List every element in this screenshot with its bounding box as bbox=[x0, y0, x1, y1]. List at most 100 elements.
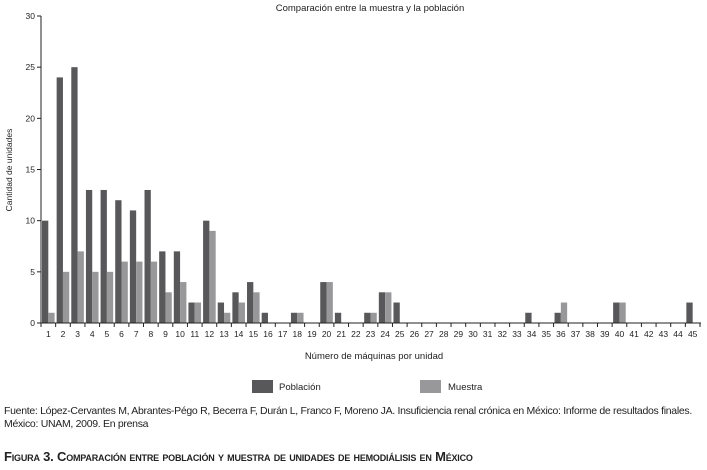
x-tick-label: 40 bbox=[615, 329, 625, 339]
x-tick-label: 6 bbox=[119, 329, 124, 339]
x-tick-label: 27 bbox=[424, 329, 434, 339]
x-tick-label: 4 bbox=[90, 329, 95, 339]
x-tick-label: 32 bbox=[498, 329, 508, 339]
x-tick-label: 18 bbox=[293, 329, 303, 339]
x-tick-label: 11 bbox=[190, 329, 199, 339]
bar-muestra bbox=[165, 292, 172, 323]
x-axis-label: Número de máquinas por unidad bbox=[305, 351, 443, 362]
y-tick-label: 10 bbox=[26, 216, 36, 226]
x-tick-label: 38 bbox=[585, 329, 595, 339]
x-tick-label: 42 bbox=[644, 329, 654, 339]
bar-poblacion bbox=[173, 251, 181, 323]
bar-poblacion bbox=[232, 292, 239, 323]
bar-poblacion bbox=[85, 189, 93, 323]
x-tick-label: 1 bbox=[46, 329, 51, 339]
x-tick-label: 41 bbox=[629, 329, 639, 339]
bar-muestra bbox=[560, 302, 568, 323]
bar-muestra bbox=[92, 271, 99, 323]
x-tick-label: 33 bbox=[512, 329, 522, 339]
bar-chart: Comparación entre la muestra y la poblac… bbox=[4, 3, 701, 393]
bar-muestra bbox=[385, 292, 392, 323]
figure-caption: Figura 3. Comparación entre población y … bbox=[4, 449, 473, 464]
bar-muestra bbox=[326, 282, 333, 323]
x-tick-label: 10 bbox=[175, 329, 185, 339]
x-tick-label: 19 bbox=[307, 329, 317, 339]
x-tick-label: 36 bbox=[556, 329, 566, 339]
legend-swatch-muestra bbox=[420, 380, 441, 393]
bar-muestra bbox=[194, 302, 202, 323]
bar-poblacion bbox=[613, 302, 620, 323]
y-axis-label: Cantidad de unidades bbox=[4, 129, 14, 212]
x-tick-label: 15 bbox=[249, 329, 259, 339]
x-tick-label: 17 bbox=[278, 329, 288, 339]
bar-muestra bbox=[106, 271, 114, 323]
y-tick-label: 5 bbox=[30, 267, 35, 277]
x-tick-label: 43 bbox=[659, 329, 669, 339]
bar-muestra bbox=[224, 312, 231, 323]
bar-poblacion bbox=[217, 302, 225, 323]
bar-muestra bbox=[209, 230, 216, 323]
bar-muestra bbox=[297, 312, 304, 323]
x-tick-label: 24 bbox=[380, 329, 390, 339]
bar-poblacion bbox=[334, 312, 342, 323]
x-tick-label: 12 bbox=[205, 329, 215, 339]
bar-muestra bbox=[253, 292, 260, 323]
legend-label-muestra: Muestra bbox=[448, 382, 483, 393]
bar-muestra bbox=[48, 312, 55, 323]
bar-poblacion bbox=[290, 312, 298, 323]
x-tick-label: 34 bbox=[527, 329, 537, 339]
x-tick-label: 23 bbox=[366, 329, 376, 339]
bar-poblacion bbox=[686, 302, 693, 323]
y-tick-label: 30 bbox=[26, 11, 36, 21]
x-tick-label: 28 bbox=[439, 329, 449, 339]
bar-poblacion bbox=[364, 312, 371, 323]
bar-poblacion bbox=[42, 220, 49, 323]
bar-muestra bbox=[136, 261, 143, 323]
bar-muestra bbox=[150, 261, 158, 323]
bar-poblacion bbox=[100, 189, 107, 323]
y-tick-label: 0 bbox=[30, 318, 35, 328]
bar-poblacion bbox=[320, 282, 327, 323]
bar-poblacion bbox=[378, 292, 386, 323]
bar-poblacion bbox=[56, 77, 63, 324]
x-tick-label: 31 bbox=[483, 329, 493, 339]
x-tick-label: 29 bbox=[454, 329, 464, 339]
x-tick-label: 44 bbox=[673, 329, 683, 339]
x-tick-label: 2 bbox=[61, 329, 66, 339]
bar-muestra bbox=[180, 282, 187, 323]
bar-poblacion bbox=[115, 200, 122, 323]
bar-poblacion bbox=[159, 251, 166, 323]
bar-poblacion bbox=[129, 210, 137, 323]
x-tick-label: 39 bbox=[600, 329, 610, 339]
bar-muestra bbox=[62, 271, 70, 323]
bar-muestra bbox=[370, 312, 377, 323]
x-tick-label: 25 bbox=[395, 329, 405, 339]
x-tick-label: 9 bbox=[163, 329, 168, 339]
bar-poblacion bbox=[188, 302, 195, 323]
x-tick-label: 21 bbox=[336, 329, 346, 339]
x-tick-label: 35 bbox=[541, 329, 551, 339]
bar-muestra bbox=[238, 302, 245, 323]
x-tick-label: 8 bbox=[148, 329, 153, 339]
legend-swatch-poblacion bbox=[252, 380, 273, 393]
x-tick-label: 3 bbox=[75, 329, 80, 339]
y-tick-label: 25 bbox=[26, 62, 36, 72]
x-tick-label: 5 bbox=[105, 329, 110, 339]
y-tick-label: 20 bbox=[26, 113, 36, 123]
bar-muestra bbox=[77, 251, 84, 323]
x-tick-label: 14 bbox=[234, 329, 244, 339]
x-tick-label: 13 bbox=[219, 329, 229, 339]
bar-poblacion bbox=[203, 220, 210, 323]
x-tick-label: 20 bbox=[322, 329, 332, 339]
chart-title: Comparación entre la muestra y la poblac… bbox=[276, 3, 465, 14]
x-tick-label: 37 bbox=[571, 329, 581, 339]
x-tick-label: 22 bbox=[351, 329, 361, 339]
bar-poblacion bbox=[554, 312, 561, 323]
x-tick-label: 45 bbox=[688, 329, 698, 339]
x-tick-label: 7 bbox=[134, 329, 139, 339]
bar-muestra bbox=[619, 302, 626, 323]
x-tick-label: 26 bbox=[410, 329, 420, 339]
bar-poblacion bbox=[247, 282, 254, 323]
bar-poblacion bbox=[261, 312, 268, 323]
bar-muestra bbox=[121, 261, 128, 323]
